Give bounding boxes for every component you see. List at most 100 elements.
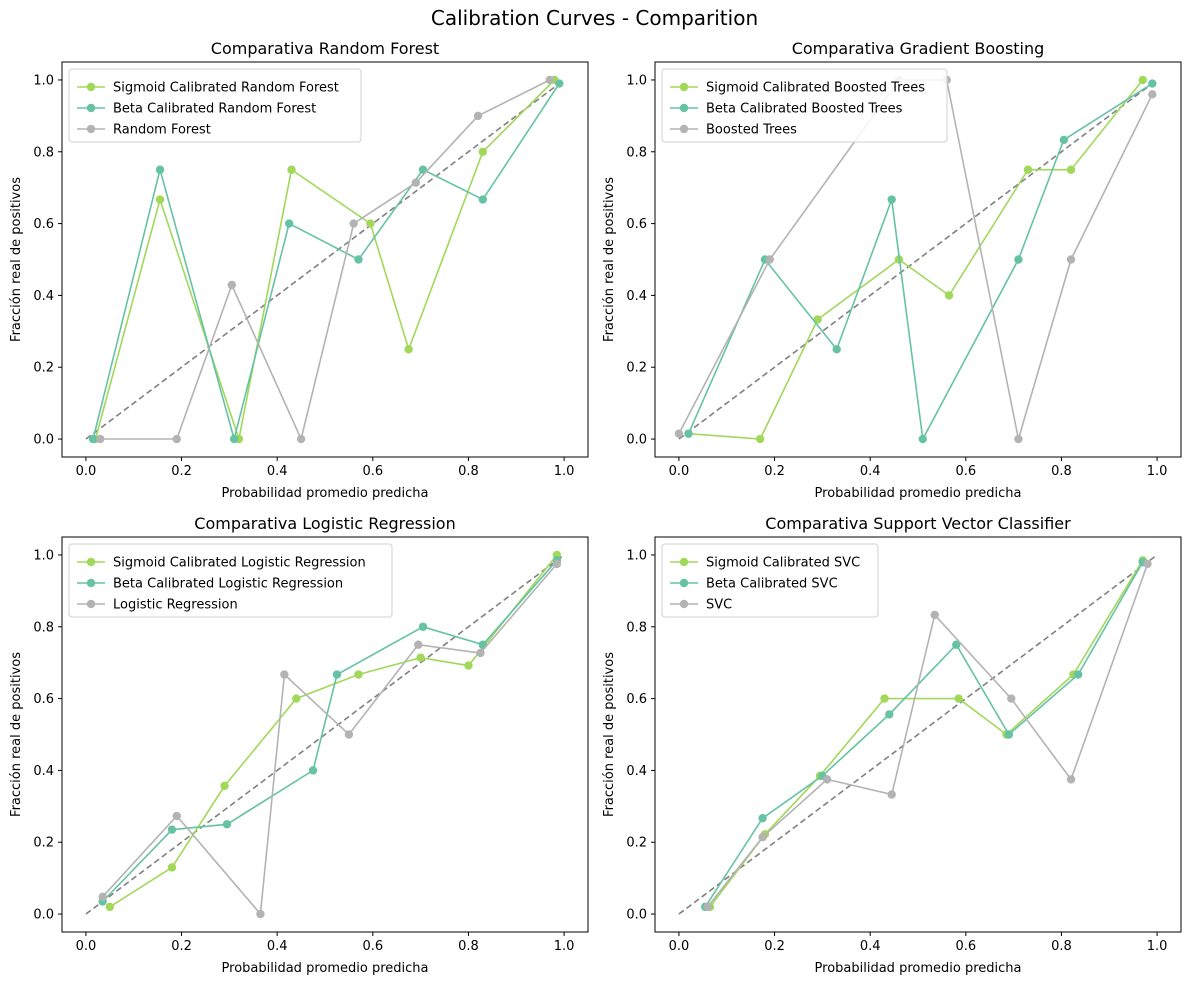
x-tick-label: 0.0 (669, 464, 690, 479)
y-tick-label: 1.0 (626, 548, 647, 563)
series-line (706, 563, 1149, 908)
legend: Sigmoid Calibrated Logistic Regression Be… (68, 543, 393, 618)
data-point (96, 434, 105, 444)
data-point (1007, 694, 1016, 703)
series-line (102, 563, 558, 916)
data-point (172, 434, 181, 444)
data-point (349, 219, 358, 228)
y-tick-label: 1.0 (626, 73, 647, 88)
series-1 (684, 75, 1147, 444)
y-tick-label: 0.4 (33, 764, 54, 779)
legend-label: Boosted Trees (706, 123, 797, 138)
chart-panel-2: Comparativa Gradient Boosting 0.0 0.2 0.4 0.… (602, 39, 1182, 501)
data-point (703, 902, 712, 912)
y-axis-label: Fracción real de positivos (602, 177, 617, 342)
data-point (292, 694, 301, 703)
x-axis-label: Probabilidad promedio predicha (815, 961, 1022, 976)
y-tick-label: 0.0 (33, 908, 54, 923)
legend-label: Sigmoid Calibrated Logistic Regression (113, 556, 366, 571)
x-tick-label: 1.0 (554, 464, 575, 479)
legend-box (661, 68, 948, 143)
legend-swatch-marker (86, 557, 96, 567)
data-point (758, 813, 767, 823)
series-line (704, 561, 1144, 908)
x-tick-label: 0.0 (76, 939, 97, 954)
data-point (1014, 255, 1023, 264)
data-point (172, 811, 181, 821)
data-point (167, 863, 177, 872)
data-point (944, 291, 954, 300)
axes-frame (654, 536, 1182, 933)
data-point (765, 255, 774, 264)
chart-title: Comparativa Logistic Regression (194, 514, 455, 533)
data-point (354, 255, 363, 264)
legend-label: Sigmoid Calibrated Boosted Trees (706, 81, 925, 96)
data-point (1148, 90, 1157, 99)
data-point (756, 434, 765, 444)
data-point (354, 670, 363, 679)
series-2 (88, 79, 564, 444)
series-1 (705, 556, 1147, 912)
data-point (822, 775, 832, 784)
data-point (930, 610, 939, 620)
data-point (478, 195, 487, 204)
y-tick-label: 0.0 (626, 908, 647, 923)
x-tick-label: 0.2 (171, 464, 192, 479)
y-tick-label: 0.8 (626, 620, 647, 635)
legend-label: Random Forest (113, 123, 211, 138)
chart-panel-4: Comparativa Support Vector Classifier 0.0… (602, 514, 1182, 976)
axes-frame (61, 536, 589, 933)
data-point (287, 165, 296, 174)
data-point (229, 434, 239, 444)
legend-label: Sigmoid Calibrated SVC (706, 556, 860, 571)
data-point (758, 833, 767, 842)
legend-swatch-marker (86, 578, 96, 588)
legend-box (68, 68, 362, 143)
data-point (954, 694, 963, 703)
legend-swatch-marker (679, 103, 689, 113)
series-3 (703, 559, 1152, 912)
reference-diagonal (678, 554, 1158, 915)
series-line (102, 559, 558, 903)
data-point (411, 178, 421, 187)
y-tick-label: 0.2 (33, 836, 54, 851)
data-point (476, 648, 485, 658)
data-point (227, 280, 236, 290)
data-point (832, 345, 841, 354)
x-tick-label: 0.2 (764, 939, 785, 954)
legend: Sigmoid Calibrated Boosted Trees Beta Cal… (661, 68, 948, 143)
legend-label: Beta Calibrated Boosted Trees (706, 102, 903, 117)
legend-swatch-marker (86, 124, 96, 134)
y-axis-label: Fracción real de positivos (9, 652, 24, 817)
series-line (92, 83, 560, 443)
data-point (473, 111, 483, 121)
chart-title: Comparativa Support Vector Classifier (765, 514, 1071, 533)
reference-diagonal (85, 554, 565, 915)
series-3 (98, 559, 562, 919)
axes-frame (654, 61, 1182, 458)
figure-title: Calibration Curves - Comparition (430, 6, 759, 30)
legend-swatch-marker (679, 599, 689, 609)
data-point (1066, 165, 1076, 174)
y-tick-label: 0.8 (33, 620, 54, 635)
legend-label: SVC (706, 598, 732, 613)
legend-swatch-marker (86, 103, 96, 113)
chart-panel-3: Comparativa Logistic Regression 0.0 0.2 0.4… (9, 514, 589, 976)
legend-label: Beta Calibrated Random Forest (113, 102, 316, 117)
x-tick-label: 0.0 (669, 939, 690, 954)
data-point (545, 75, 554, 85)
series-1 (105, 550, 562, 912)
legend-swatch-marker (679, 124, 689, 134)
data-point (1073, 670, 1083, 679)
x-tick-label: 0.2 (171, 939, 192, 954)
data-point (464, 661, 473, 670)
data-point (1138, 75, 1147, 85)
legend-label: Beta Calibrated Logistic Regression (113, 577, 343, 592)
legend-swatch-marker (86, 82, 96, 92)
y-tick-label: 0.2 (626, 361, 647, 376)
legend-label: Beta Calibrated SVC (706, 577, 838, 592)
data-point (88, 434, 98, 444)
x-tick-label: 0.4 (267, 464, 288, 479)
x-axis-label: Probabilidad promedio predicha (222, 961, 429, 976)
y-tick-label: 0.8 (33, 145, 54, 160)
